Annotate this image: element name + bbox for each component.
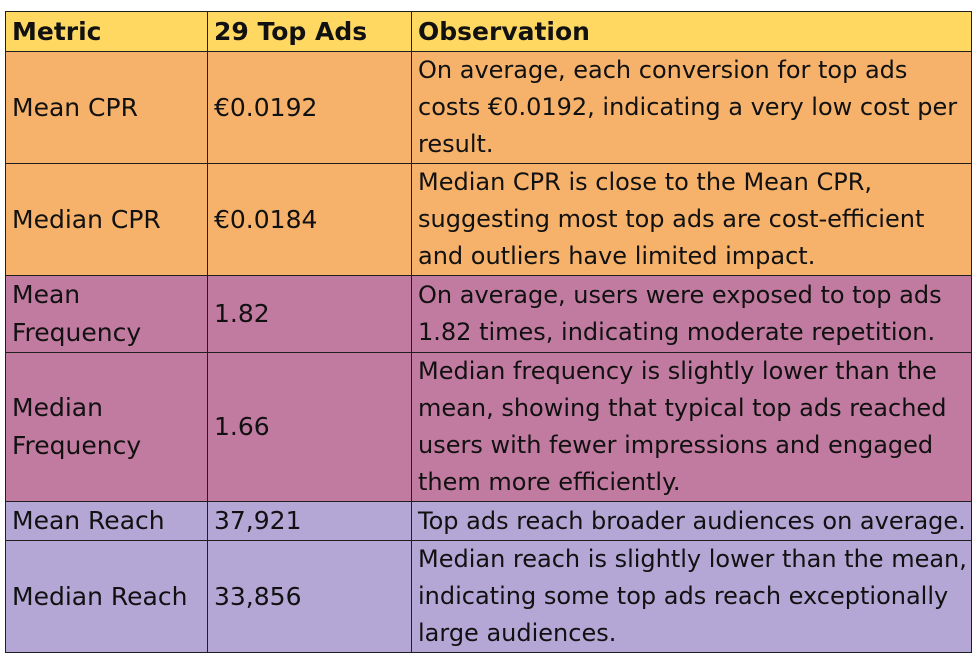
observation-cell: Median reach is slightly lower than the … <box>411 540 972 653</box>
table-row: Median Frequency 1.66 Median frequency i… <box>5 352 972 502</box>
observation-cell: On average, each conversion for top ads … <box>411 51 972 164</box>
value-cell: 33,856 <box>207 540 412 653</box>
header-top-ads: 29 Top Ads <box>207 11 412 52</box>
header-metric: Metric <box>5 11 208 52</box>
metric-cell: Mean CPR <box>5 51 208 164</box>
value-cell: €0.0192 <box>207 51 412 164</box>
header-observation: Observation <box>411 11 972 52</box>
table-row: Median CPR €0.0184 Median CPR is close t… <box>5 163 972 276</box>
metric-cell: Mean Reach <box>5 501 208 541</box>
value-cell: 1.82 <box>207 275 412 353</box>
table-row: Median Reach 33,856 Median reach is slig… <box>5 540 972 653</box>
value-cell: 1.66 <box>207 352 412 502</box>
observation-cell: Top ads reach broader audiences on avera… <box>411 501 972 541</box>
observation-cell: Median frequency is slightly lower than … <box>411 352 972 502</box>
table-row: Mean CPR €0.0192 On average, each conver… <box>5 51 972 164</box>
value-cell: 37,921 <box>207 501 412 541</box>
header-row: Metric 29 Top Ads Observation <box>5 11 972 52</box>
observation-cell: On average, users were exposed to top ad… <box>411 275 972 353</box>
observation-cell: Median CPR is close to the Mean CPR, sug… <box>411 163 972 276</box>
metric-cell: Median CPR <box>5 163 208 276</box>
table-row: Mean Frequency 1.82 On average, users we… <box>5 275 972 353</box>
table-row: Mean Reach 37,921 Top ads reach broader … <box>5 501 972 541</box>
value-cell: €0.0184 <box>207 163 412 276</box>
metric-cell: Median Frequency <box>5 352 208 502</box>
metric-cell: Mean Frequency <box>5 275 208 353</box>
metric-cell: Median Reach <box>5 540 208 653</box>
metrics-table: Metric 29 Top Ads Observation Mean CPR €… <box>5 11 972 653</box>
